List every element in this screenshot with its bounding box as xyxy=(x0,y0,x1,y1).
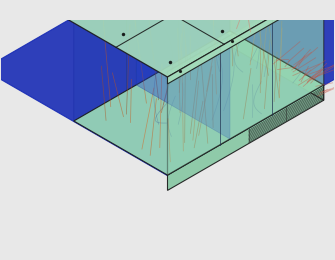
Polygon shape xyxy=(64,0,333,77)
Polygon shape xyxy=(168,85,324,190)
Polygon shape xyxy=(0,0,335,176)
Polygon shape xyxy=(168,0,324,175)
Polygon shape xyxy=(74,31,324,175)
Polygon shape xyxy=(168,0,333,84)
Polygon shape xyxy=(230,0,324,85)
Polygon shape xyxy=(230,31,324,100)
Polygon shape xyxy=(136,0,230,139)
Polygon shape xyxy=(74,17,168,175)
Polygon shape xyxy=(74,0,230,121)
